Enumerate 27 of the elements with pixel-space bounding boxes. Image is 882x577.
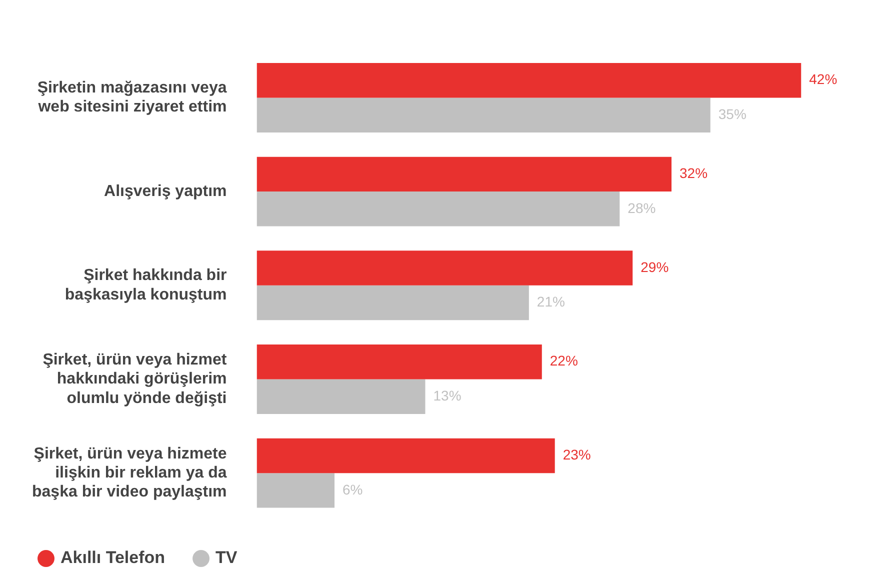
bar <box>256 285 529 320</box>
y-tick-label: Şirket, ürün veya hizmet hakkındaki görüşlerim olumlu yönde değişti <box>42 351 228 407</box>
data-label: 6% <box>342 481 363 498</box>
legend-label: TV <box>216 548 238 568</box>
bar <box>256 156 672 192</box>
y-tick-label: Şirket, ürün veya hizmete ilişkin bir reklam ya da başka bir video paylaştım <box>32 445 227 501</box>
data-label: 23% <box>562 446 591 463</box>
legend-label: Akıllı Telefon <box>60 548 166 568</box>
y-tick-label: Şirket hakkında bir başkasıyla konuştum <box>64 267 227 304</box>
bar <box>256 98 710 132</box>
bar <box>256 379 426 414</box>
data-label: 22% <box>550 352 578 369</box>
data-label: 42% <box>809 71 838 88</box>
bar <box>256 63 802 98</box>
data-label: 35% <box>718 106 746 122</box>
bar <box>256 473 335 508</box>
data-label: 29% <box>640 258 669 275</box>
y-tick-label: Alışveriş yaptım <box>104 182 227 200</box>
y-tick-label: Şirketin mağazasını veya web sitesini ziyaret ettim <box>37 80 227 116</box>
bar <box>256 438 555 474</box>
bar <box>256 344 542 380</box>
data-label: 32% <box>680 165 708 182</box>
data-label: 13% <box>433 387 462 404</box>
bar <box>256 250 633 286</box>
bar <box>256 192 620 226</box>
data-label: 21% <box>536 294 565 310</box>
data-label: 28% <box>628 200 656 216</box>
